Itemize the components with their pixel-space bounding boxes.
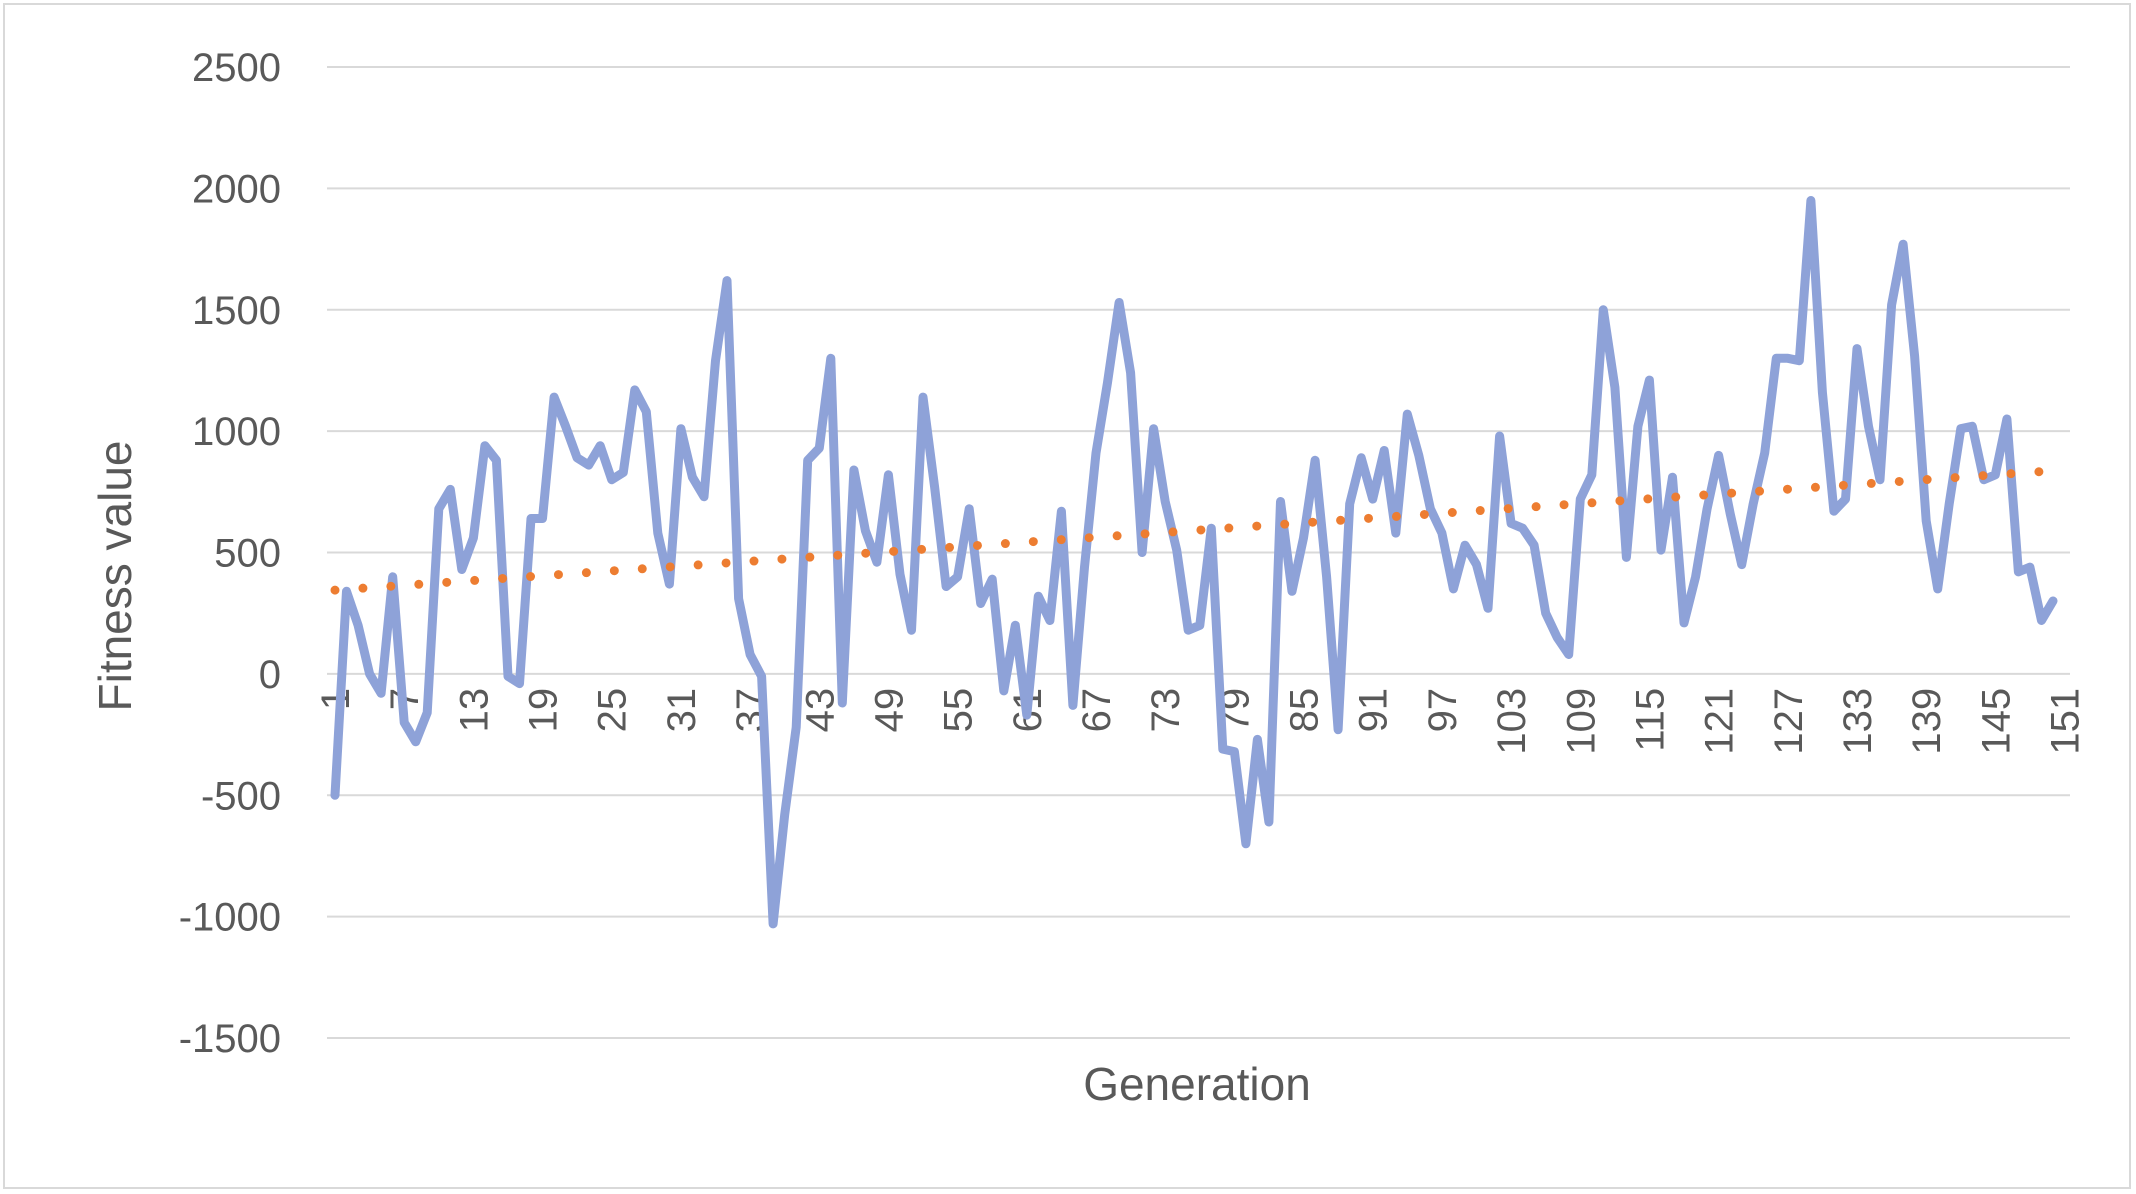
y-tick-label: -500 [201, 774, 281, 818]
x-tick-label: 139 [1905, 688, 1949, 755]
x-tick-label: 55 [937, 688, 981, 733]
y-tick-label: 1000 [192, 410, 281, 454]
x-tick-label: 145 [1974, 688, 2018, 755]
y-axis-ticks: -1500 -1000 -500 0 500 1000 1500 2000 2500 [179, 46, 281, 1061]
x-axis-title: Generation [1083, 1058, 1311, 1110]
series [330, 196, 2070, 929]
x-tick-label: 133 [1836, 688, 1880, 755]
x-tick-label: 127 [1767, 688, 1811, 755]
x-tick-label: 97 [1421, 688, 1465, 733]
gridlines [327, 66, 2070, 1039]
x-tick-label: 121 [1698, 688, 1742, 755]
y-tick-label: 0 [259, 653, 281, 697]
x-tick-label: 49 [867, 688, 911, 733]
x-tick-label: 109 [1559, 688, 1603, 755]
x-tick-label: 25 [591, 688, 635, 733]
y-tick-label: 1500 [192, 289, 281, 333]
x-tick-label: 67 [1075, 688, 1119, 733]
x-tick-label: 151 [2044, 688, 2088, 755]
x-tick-label: 115 [1628, 688, 1672, 752]
y-tick-label: 2000 [192, 167, 281, 211]
fitness-series-line [330, 196, 2058, 929]
y-tick-label: 500 [214, 532, 281, 576]
y-tick-label: 2500 [192, 46, 281, 90]
x-tick-label: 91 [1352, 688, 1396, 733]
y-axis-title: Fitness value [89, 440, 141, 711]
x-tick-label: 73 [1144, 688, 1188, 733]
y-tick-label: -1500 [179, 1017, 281, 1061]
x-tick-label: 19 [522, 688, 566, 733]
x-tick-label: 31 [660, 688, 704, 733]
x-tick-label: 103 [1490, 688, 1534, 755]
x-tick-label: 13 [452, 688, 496, 733]
x-tick-label: 43 [798, 688, 842, 733]
y-tick-label: -1000 [179, 896, 281, 940]
x-tick-label: 85 [1283, 688, 1327, 733]
x-axis-ticks: 1 7 13 19 25 31 37 43 49 55 61 67 73 79 85 91 97 103 109 11… [314, 688, 2088, 755]
trendline [330, 465, 2070, 595]
